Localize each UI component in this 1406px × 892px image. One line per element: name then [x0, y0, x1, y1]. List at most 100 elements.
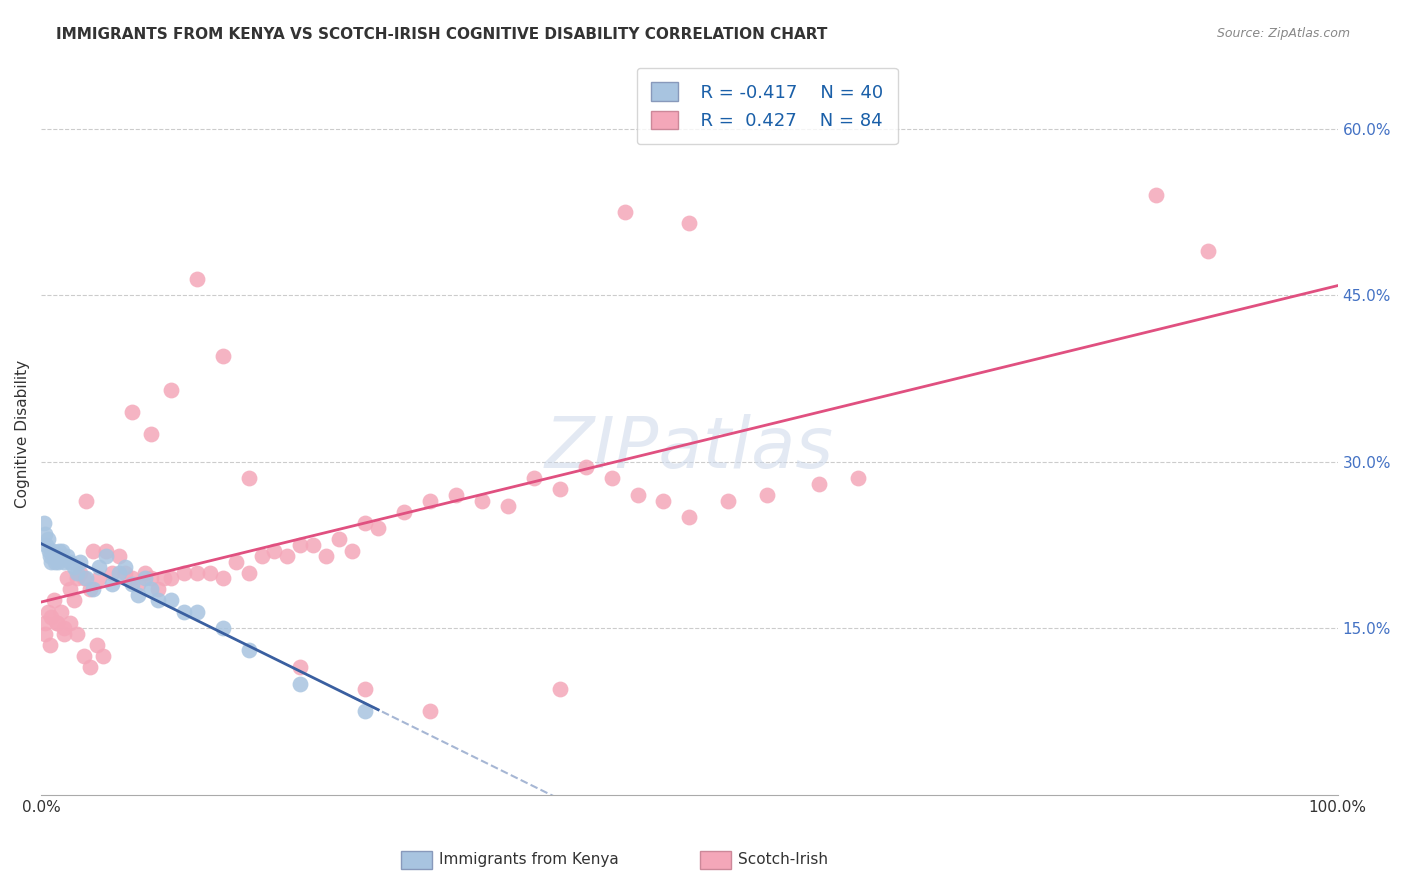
Point [42, 593, 65, 607]
Point [250, 549, 273, 563]
Point [101, 576, 124, 591]
Point [35, 538, 58, 552]
Point [62, 593, 84, 607]
Point [32, 516, 55, 530]
Point [76, 571, 98, 585]
Point [354, 705, 377, 719]
Point [225, 555, 247, 569]
Point [367, 521, 389, 535]
Point [717, 493, 740, 508]
Point [134, 566, 156, 580]
Point [159, 383, 181, 397]
Point [94, 549, 117, 563]
Point [678, 510, 700, 524]
Point [89, 571, 111, 585]
Point [93, 648, 115, 663]
Point [37, 533, 59, 547]
Point [523, 471, 546, 485]
Point [45, 549, 67, 563]
Point [173, 566, 195, 580]
Point [600, 471, 623, 485]
Point [613, 205, 636, 219]
Point [82, 582, 104, 597]
Point [53, 621, 76, 635]
Point [79, 582, 101, 597]
Point [82, 543, 104, 558]
Point [41, 555, 63, 569]
Point [34, 626, 56, 640]
Point [146, 593, 169, 607]
Text: Scotch-Irish: Scotch-Irish [738, 853, 828, 867]
Point [89, 560, 111, 574]
Point [73, 648, 96, 663]
Point [548, 483, 571, 497]
Point [238, 471, 260, 485]
Point [53, 555, 76, 569]
Point [56, 571, 79, 585]
Point [626, 488, 648, 502]
Point [290, 660, 312, 674]
Point [159, 571, 181, 585]
Point [276, 549, 298, 563]
Point [471, 493, 494, 508]
Point [101, 566, 124, 580]
Point [198, 566, 221, 580]
Point [575, 460, 598, 475]
Point [38, 543, 60, 558]
Point [48, 543, 70, 558]
Point [41, 610, 63, 624]
Text: IMMIGRANTS FROM KENYA VS SCOTCH-IRISH COGNITIVE DISABILITY CORRELATION CHART: IMMIGRANTS FROM KENYA VS SCOTCH-IRISH CO… [56, 27, 828, 42]
Point [45, 615, 67, 630]
Point [354, 516, 377, 530]
Point [652, 493, 675, 508]
Point [354, 682, 377, 697]
Point [108, 566, 131, 580]
Point [37, 605, 59, 619]
Point [62, 560, 84, 574]
Point [134, 571, 156, 585]
Text: Immigrants from Kenya: Immigrants from Kenya [439, 853, 619, 867]
Point [678, 216, 700, 230]
Point [1144, 188, 1167, 202]
Point [159, 593, 181, 607]
Point [127, 576, 149, 591]
Point [141, 582, 163, 597]
Point [315, 549, 337, 563]
FancyBboxPatch shape [700, 851, 731, 869]
Point [86, 638, 108, 652]
Point [94, 543, 117, 558]
Point [419, 705, 441, 719]
Point [808, 477, 831, 491]
FancyBboxPatch shape [401, 851, 432, 869]
Point [211, 621, 233, 635]
Point [121, 571, 143, 585]
Point [34, 526, 56, 541]
Point [290, 676, 312, 690]
Point [69, 555, 91, 569]
Point [186, 605, 208, 619]
Point [66, 566, 89, 580]
Point [46, 555, 69, 569]
Point [1197, 244, 1219, 258]
Point [121, 576, 143, 591]
Point [328, 533, 350, 547]
Point [342, 543, 364, 558]
Point [59, 582, 82, 597]
Point [79, 660, 101, 674]
Point [69, 566, 91, 580]
Point [141, 427, 163, 442]
Point [173, 605, 195, 619]
Point [548, 682, 571, 697]
Legend:   R = -0.417    N = 40,   R =  0.427    N = 84: R = -0.417 N = 40, R = 0.427 N = 84 [637, 68, 897, 145]
Point [44, 555, 66, 569]
Point [186, 566, 208, 580]
Point [73, 571, 96, 585]
Point [42, 543, 65, 558]
Point [76, 493, 98, 508]
Point [114, 560, 136, 574]
Point [59, 555, 82, 569]
Point [56, 549, 79, 563]
Point [34, 615, 56, 630]
Text: Source: ZipAtlas.com: Source: ZipAtlas.com [1216, 27, 1350, 40]
Point [302, 538, 325, 552]
